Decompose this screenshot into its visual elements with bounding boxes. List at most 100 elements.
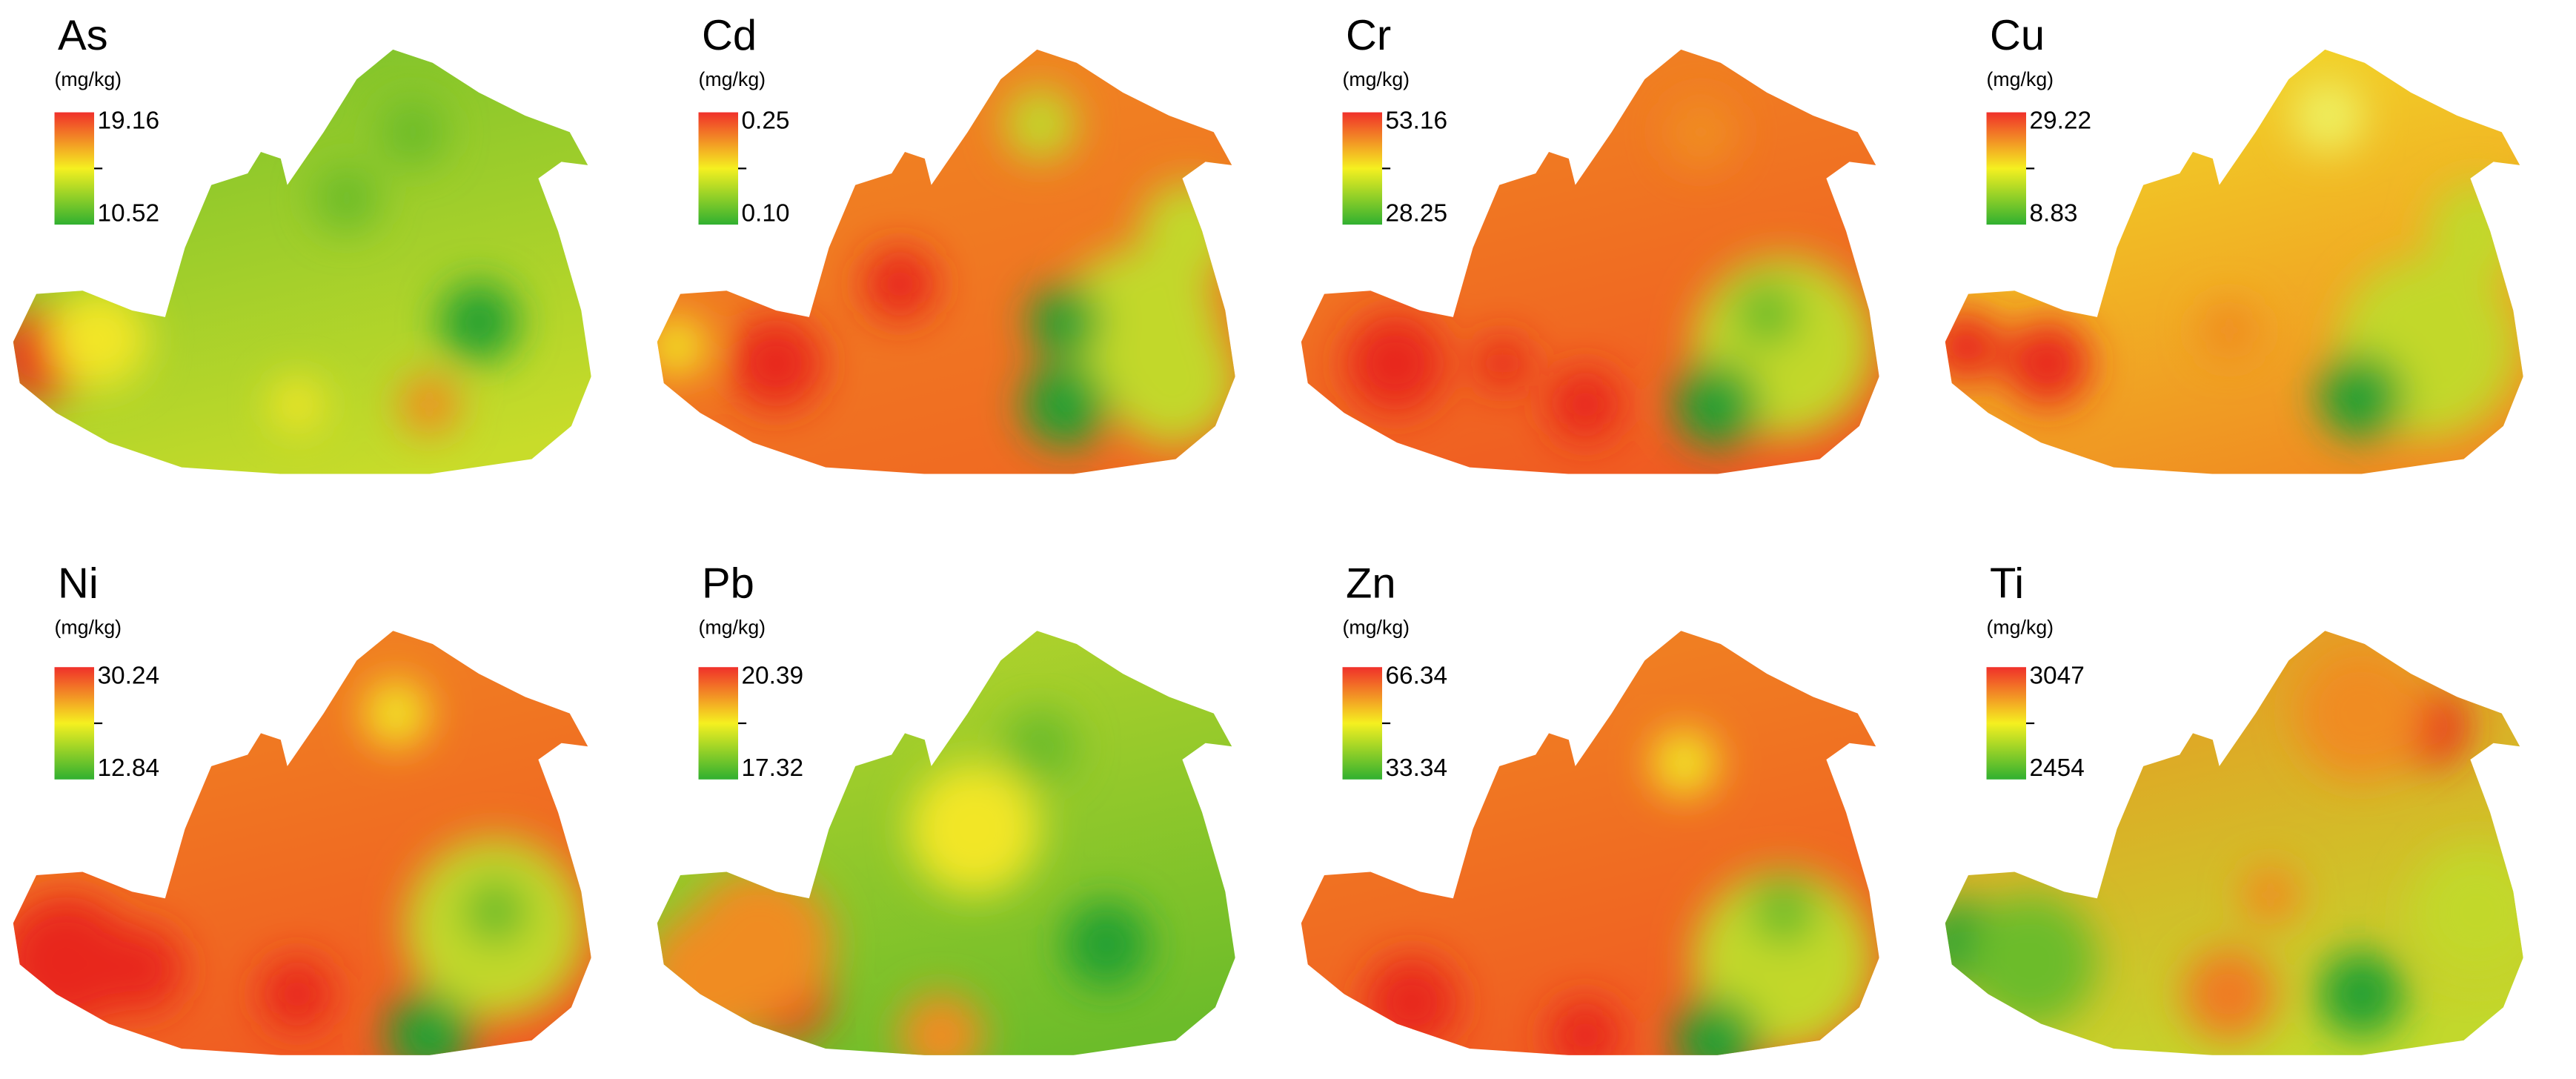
hotspot [1106,313,1235,446]
element-title: Cd [702,12,757,59]
hotspot [1476,336,1530,390]
element-title: Cr [1346,12,1391,59]
legend-min: 10.52 [97,200,159,228]
hotspot [1345,313,1445,414]
legend-max: 20.39 [741,662,803,689]
hotspot [399,374,459,435]
map-panel: Ti (mg/kg) 3047 2454 [1945,560,2523,1055]
element-title: Ti [1990,560,2024,608]
hotspot [898,992,985,1055]
unit-label: (mg/kg) [1987,617,2054,639]
hotspot [1664,96,1738,169]
hotspots [13,99,519,435]
hotspot [49,288,149,388]
unit-label: (mg/kg) [1343,68,1410,90]
hotspots [657,87,1235,448]
hotspot [1549,999,1622,1055]
legend-max: 66.34 [1385,662,1447,689]
hotspot [1549,368,1622,441]
legend-max: 29.22 [2029,107,2091,135]
legend-min: 12.84 [97,754,159,782]
hotspot [2411,845,2523,978]
element-title: Pb [702,560,754,608]
hotspot [2240,865,2300,925]
hotspot [2318,353,2405,439]
hotspot [2427,182,2523,281]
map [1945,631,2523,1055]
hotspot [1651,729,1718,797]
legend-min: 2454 [2029,754,2084,782]
hotspot [657,316,707,377]
map-panel: Cd (mg/kg) 0.25 0.10 [657,12,1235,474]
hotspot [1063,901,1149,988]
hotspot [363,680,430,747]
hotspot [908,763,1040,895]
hotspot [657,912,777,1044]
element-title: Ni [58,560,99,608]
hotspot [729,316,823,410]
hotspot [270,378,324,431]
hotspot [1022,362,1109,448]
hotspot [439,282,519,362]
hotspot [1139,182,1235,281]
hotspot [2295,647,2428,780]
legend-min: 33.34 [1385,754,1447,782]
legend-max: 19.16 [97,107,159,135]
legend-max: 0.25 [741,107,789,135]
hotspot [97,926,184,1012]
hotspots [657,710,1149,1055]
map-panel: Cu (mg/kg) 29.22 8.83 [1945,12,2523,474]
map-panel: Zn (mg/kg) 66.34 33.34 [1301,560,1879,1055]
unit-label: (mg/kg) [55,68,122,90]
legend-max: 53.16 [1385,107,1447,135]
legend-bar [54,112,95,225]
hotspot [2182,948,2276,1040]
map-panel: Pb (mg/kg) 20.39 17.32 [657,560,1235,1055]
hotspot [2318,951,2405,1038]
legend-min: 28.25 [1385,200,1447,228]
legend-min: 0.10 [741,200,789,228]
map-panel: As (mg/kg) 19.16 10.52 [13,12,591,474]
hotspot [313,165,380,231]
hotspot [386,992,473,1055]
hotspot [2291,79,2365,153]
hotspots [1365,729,1875,1055]
legend-max: 30.24 [97,662,159,689]
unit-label: (mg/kg) [699,68,766,90]
map-panel: Ni (mg/kg) 30.24 12.84 [13,560,591,1055]
legend-min: 17.32 [741,754,803,782]
legend-bar [54,667,95,780]
hotspot [1945,310,2002,383]
hotspot [1674,362,1761,448]
hotspot [462,878,529,945]
map [1301,631,1879,1055]
hotspots [1345,96,1875,448]
legend-min: 8.83 [2029,200,2077,228]
unit-label: (mg/kg) [699,617,766,639]
legend-bar [1986,112,2027,225]
hotspot [1003,87,1077,161]
hotspot [261,957,334,1031]
hotspot [1750,878,1817,945]
hotspot [1365,956,1458,1049]
hotspot [2005,320,2091,407]
hotspots [1945,647,2523,1040]
hotspot [1674,997,1761,1055]
legend-bar [698,667,739,780]
map [657,631,1235,1055]
unit-label: (mg/kg) [55,617,122,639]
map-panel: Cr (mg/kg) 53.16 28.25 [1301,12,1879,474]
legend-bar [1342,667,1383,780]
element-title: As [58,12,108,59]
hotspot [1965,894,2097,1027]
legend-bar [698,112,739,225]
unit-label: (mg/kg) [1343,617,1410,639]
legend-bar [1342,112,1383,225]
hotspot [1003,710,1077,783]
legend-max: 3047 [2029,662,2084,689]
hotspot [1733,280,1800,347]
element-title: Cu [1990,12,2045,59]
map [13,631,591,1055]
